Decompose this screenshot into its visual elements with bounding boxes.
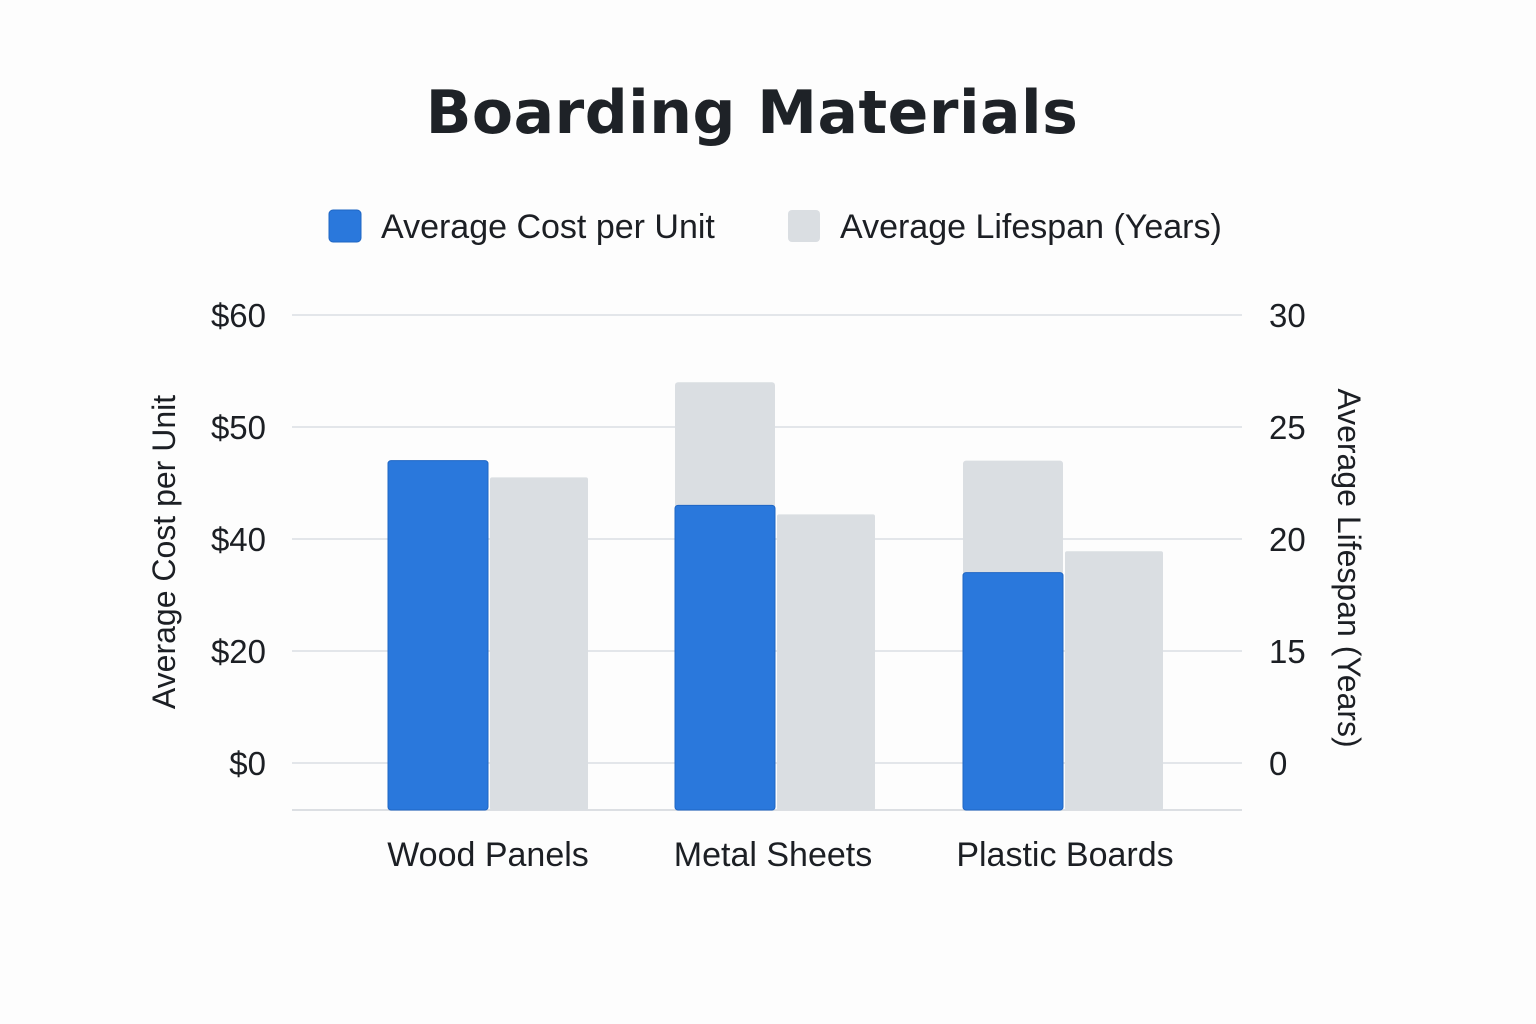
category-label: Wood Panels: [387, 836, 589, 874]
right-tick-label: 15: [1269, 633, 1306, 670]
chart-title: Boarding Materials: [425, 78, 1079, 148]
legend-swatch: [788, 210, 820, 242]
category-labels: Wood Panels Metal Sheets Plastic Boards: [387, 836, 1173, 874]
left-tick-label: $60: [211, 297, 266, 334]
left-axis-title: Average Cost per Unit: [146, 395, 182, 709]
bar-average-lifespan: [777, 514, 875, 810]
left-tick-label: $20: [211, 633, 266, 670]
category-label: Plastic Boards: [956, 836, 1173, 874]
bar-average-lifespan: [490, 477, 588, 810]
right-tick-label: 0: [1269, 745, 1287, 782]
right-tick-label: 20: [1269, 521, 1306, 558]
right-tick-label: 30: [1269, 297, 1306, 334]
left-tick-label: $40: [211, 521, 266, 558]
right-tick-label: 25: [1269, 409, 1306, 446]
left-tick-label: $50: [211, 409, 266, 446]
left-axis-ticks: $0 $20 $40 $50 $60: [211, 297, 266, 782]
bar-average-cost: [962, 572, 1064, 811]
bars: [387, 382, 1163, 811]
right-axis-ticks: 0 15 20 25 30: [1269, 297, 1306, 782]
legend: Average Cost per Unit Average Lifespan (Y…: [328, 208, 1222, 246]
legend-label: Average Lifespan (Years): [840, 208, 1222, 246]
legend-swatch: [328, 209, 362, 243]
left-tick-label: $0: [229, 745, 266, 782]
legend-label: Average Cost per Unit: [381, 208, 715, 246]
bar-average-cost: [387, 460, 489, 811]
bar-average-lifespan: [1065, 551, 1163, 810]
category-label: Metal Sheets: [674, 836, 872, 874]
bar-average-cost: [674, 504, 776, 811]
right-axis-title: Average Lifespan (Years): [1331, 388, 1367, 747]
